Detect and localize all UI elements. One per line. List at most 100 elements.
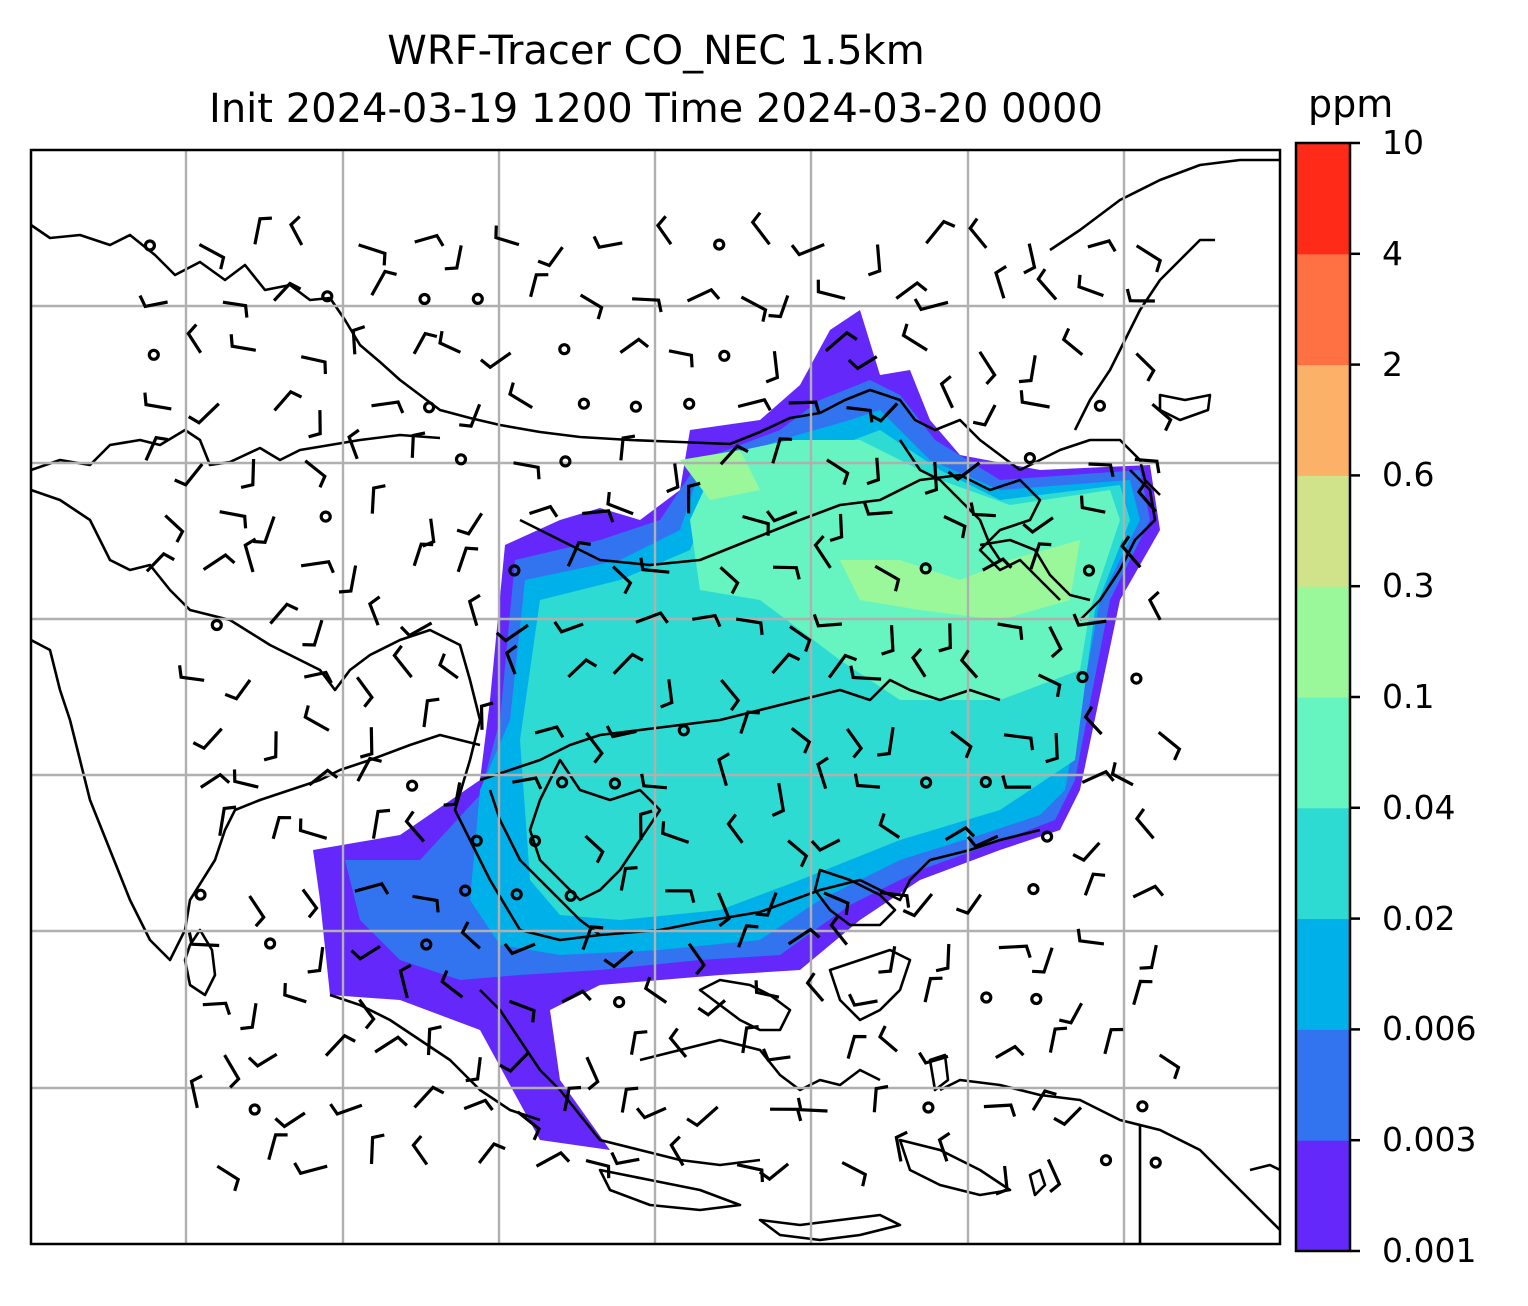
wind-barb [404,810,426,843]
wind-barb [479,351,512,370]
wind-barb [1031,1089,1057,1112]
wind-barb [998,944,1032,959]
wind-barb [1077,274,1104,298]
colorbar-frame [1294,141,1352,1253]
wind-barb [997,622,1024,640]
wind-barb [456,512,484,536]
calm-wind-marker [559,455,572,468]
wind-barb [737,924,759,948]
wind-barb [879,890,911,908]
wind-barb [955,893,983,916]
calm-wind-marker [1099,1154,1113,1167]
wind-barb [358,998,376,1030]
wind-barb [561,989,592,1004]
wind-barb [742,514,770,536]
wind-barb [829,914,849,946]
calm-wind-marker [1130,672,1143,685]
coastlines [31,158,1280,1244]
wind-barb [537,246,564,268]
wind-barb [232,769,259,789]
wind-barb [660,679,674,709]
wind-barb [686,287,721,303]
wind-barbs [138,211,1182,1196]
wind-barb [841,1161,868,1187]
wind-barb [635,611,669,624]
wind-barb [918,1051,949,1065]
wind-barb [1003,733,1035,751]
wind-barb [959,649,979,679]
wind-barb [1072,613,1107,627]
wind-barb [224,679,252,701]
wind-barb [494,225,520,247]
wind-barb [816,279,846,301]
wind-barb [186,323,203,354]
wind-barb [750,211,771,246]
wind-barb [687,481,701,514]
wind-barb [566,540,592,567]
wind-barb [1019,390,1050,409]
wind-barb [303,670,333,684]
wind-barb [612,652,644,675]
wind-barb [1001,775,1032,789]
wind-barb [1036,268,1058,301]
wind-barb [719,444,749,466]
wind-barb [872,1084,889,1113]
calm-wind-marker [1027,882,1040,896]
colorbar-segment [1296,1029,1350,1141]
wind-barb [1110,762,1134,787]
wind-barb [943,515,967,539]
wind-barb [765,510,798,523]
map-title-line-1: WRF-Tracer CO_NEC 1.5km [387,28,925,74]
wind-barb [771,437,793,464]
wind-barb [414,233,445,247]
calm-wind-marker [1023,452,1037,465]
map-gridlines [31,150,1280,1244]
wind-barb [878,1025,899,1053]
wind-barb [1046,1158,1062,1194]
wind-barb [771,652,801,675]
calm-wind-marker [147,348,160,361]
wind-barb [456,546,479,573]
colorbar-unit-label: ppm [1308,82,1394,126]
wind-barb [666,463,680,494]
colorbar-tick-label: 0.003 [1382,1120,1477,1160]
wind-barb [563,1085,582,1112]
wind-barb [1132,979,1153,1006]
map-title-line-2: Init 2024-03-19 1200 Time 2024-03-20 000… [209,86,1103,132]
wind-barb [1061,327,1084,356]
wind-barb [923,976,943,1003]
wind-barb [740,295,768,322]
wind-barb [812,613,843,628]
colorbar-segment [1296,475,1350,587]
wind-barb [619,434,636,461]
wind-barb [935,943,951,973]
wind-barb [1018,355,1037,384]
wind-barb [665,889,696,903]
wind-barb [413,1085,445,1109]
colorbar-segment [1296,143,1350,255]
wind-barb [739,710,760,735]
wind-barb [1147,590,1162,621]
wind-barb [1135,352,1156,382]
calm-wind-marker [577,397,591,410]
calm-wind-marker [470,834,483,847]
calm-wind-marker [510,888,523,901]
wind-barb [410,431,426,458]
calm-wind-marker [608,777,622,790]
wind-barb [1157,731,1182,761]
wind-barb [944,825,976,841]
calm-wind-marker [248,1103,261,1116]
wind-barb [465,1057,482,1083]
wind-barb [247,1052,278,1068]
wind-barb [901,323,928,352]
wind-barb [737,397,772,412]
wind-barb [192,727,223,751]
wind-barb [895,280,928,300]
calm-wind-marker [564,889,577,902]
wind-barb [422,697,440,728]
wind-barb [438,330,462,354]
wind-barb [939,375,954,409]
wind-barb [202,552,236,571]
wind-barb [371,400,405,414]
